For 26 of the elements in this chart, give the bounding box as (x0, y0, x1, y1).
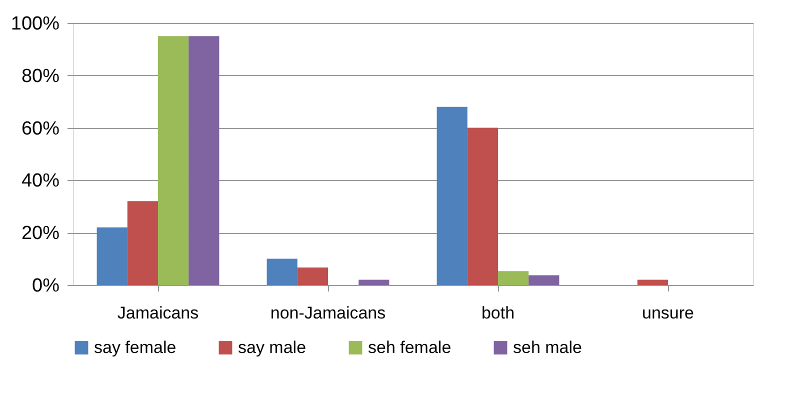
x-tick-label: both (481, 304, 515, 322)
y-tick-label: 60% (21, 118, 60, 140)
legend-label: seh female (368, 338, 452, 357)
x-tick-label: unsure (642, 304, 694, 322)
y-tick-label: 40% (21, 170, 60, 192)
bar (266, 258, 298, 285)
y-tick-label: 20% (21, 223, 60, 244)
bar (436, 106, 468, 285)
x-tick-label: Jamaicans (117, 304, 199, 322)
x-tick-label: non-Jamaicans (270, 304, 386, 322)
bar (637, 280, 668, 285)
bar (158, 36, 189, 285)
bar (528, 275, 560, 285)
legend-label: say male (238, 338, 306, 357)
y-tick-label: 80% (21, 66, 60, 87)
bar (188, 36, 220, 285)
bar (96, 227, 128, 285)
legend-label: say female (94, 338, 176, 357)
legend-label: seh male (513, 338, 582, 357)
bar (358, 280, 390, 285)
bar (498, 271, 529, 285)
bar (467, 128, 498, 285)
bar (297, 267, 328, 285)
y-tick-label: 0% (32, 276, 60, 296)
bar (127, 201, 158, 285)
y-tick-label: 100% (10, 14, 60, 34)
